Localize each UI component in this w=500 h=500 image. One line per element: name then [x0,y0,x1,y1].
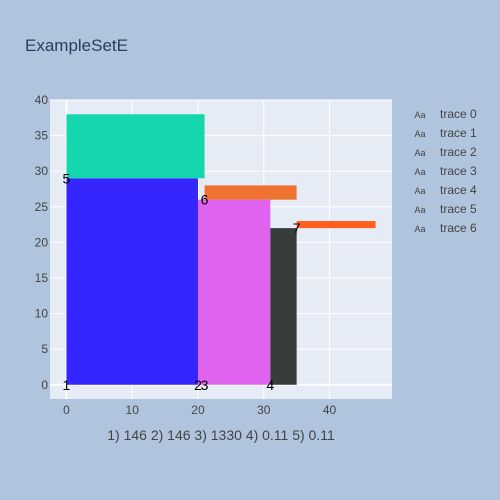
x-tick-label: 20 [191,403,205,417]
legend: Aa trace 0 Aa trace 1 Aa trace 2 Aa trace 3 Aa tr… [414,107,477,235]
y-tick-label: 40 [35,93,49,107]
chart-title: ExampleSetE [25,36,128,55]
x-tick-label: 0 [63,403,70,417]
x-tick-label: 30 [257,403,271,417]
point-label: 1 [63,377,71,393]
bar-trace-5 [296,221,376,229]
y-tick-label: 20 [35,235,49,249]
y-tick-label: 25 [35,200,49,214]
legend-item-label[interactable]: trace 6 [440,221,477,235]
point-label: 5 [63,170,71,186]
legend-item-label[interactable]: trace 2 [440,145,477,159]
bar-layer [66,114,376,385]
bar-trace-3 [204,185,297,200]
y-tick-label: 30 [35,164,49,178]
y-tick-label: 35 [35,129,49,143]
legend-item-label[interactable]: trace 4 [440,183,477,197]
legend-item-label[interactable]: trace 0 [440,107,477,121]
x-axis-label: 1) 146 2) 146 3) 1330 4) 0.11 5) 0.11 [107,427,335,443]
x-tick-label: 10 [126,403,140,417]
legend-item-label[interactable]: trace 1 [440,126,477,140]
legend-symbol: Aa [414,148,425,158]
y-tick-label: 15 [35,271,49,285]
x-tick-label: 40 [323,403,337,417]
y-tick-label: 10 [35,307,49,321]
bar-trace-0 [66,178,198,385]
bar-trace-4 [270,228,297,385]
point-label: 2 [194,377,202,393]
legend-symbol: Aa [414,224,425,234]
bar-trace-1 [66,114,205,179]
y-tick-label: 0 [41,378,48,392]
legend-symbol: Aa [414,110,425,120]
point-label: 6 [201,192,209,208]
y-tick-label: 5 [41,342,48,356]
point-label: 7 [293,220,301,236]
legend-symbol: Aa [414,129,425,139]
legend-symbol: Aa [414,167,425,177]
legend-symbol: Aa [414,205,425,215]
bar-trace-2 [197,199,271,385]
legend-symbol: Aa [414,186,425,196]
legend-item-label[interactable]: trace 3 [440,164,477,178]
legend-item-label[interactable]: trace 5 [440,202,477,216]
point-label: 3 [201,377,209,393]
point-label: 4 [266,377,274,393]
point-label-layer: 1 5 23 6 4 7 [63,170,301,392]
